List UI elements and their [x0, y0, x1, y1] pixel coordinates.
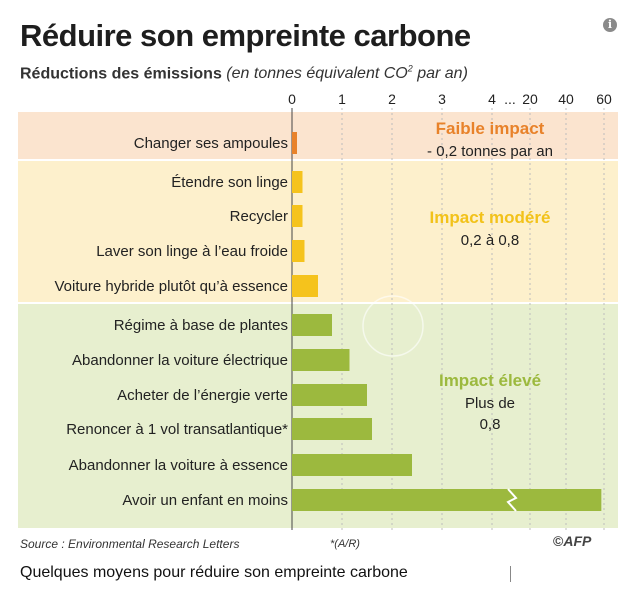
tick-label: 2 [388, 91, 396, 107]
bar [292, 418, 372, 440]
tick-label: 60 [596, 91, 612, 107]
tick-label: 3 [438, 91, 446, 107]
watermark [362, 295, 424, 357]
group-label: Faible impact [436, 119, 545, 138]
category-label: Renoncer à 1 vol transatlantique* [66, 421, 288, 438]
category-label: Laver son linge à l’eau froide [96, 243, 288, 260]
bar [292, 489, 602, 511]
bar [292, 205, 303, 227]
category-label: Recycler [230, 208, 288, 225]
group-band-0 [18, 112, 618, 160]
bar [292, 240, 305, 262]
caption-text: Quelques moyens pour réduire son emprein… [20, 564, 408, 581]
group-description: 0,2 à 0,8 [461, 232, 519, 249]
source-note: Source : Environmental Research Letters [20, 537, 240, 551]
category-label: Avoir un enfant en moins [122, 492, 288, 509]
axis-break-marker [506, 488, 518, 512]
tick-label: 40 [558, 91, 574, 107]
tick-label: 4 [488, 91, 496, 107]
category-label: Voiture hybride plutôt qu’à essence [55, 278, 289, 295]
bar [292, 454, 412, 476]
chart-title: Réduire son empreinte carbone [20, 18, 471, 53]
category-label: Abandonner la voiture électrique [72, 352, 288, 369]
bar [292, 384, 367, 406]
tick-label: 20 [522, 91, 538, 107]
group-description: 0,8 [480, 416, 501, 433]
subtitle-unit: (en tonnes équivalent CO2 par an) [226, 64, 468, 83]
bar [292, 349, 350, 371]
bar [292, 275, 318, 297]
bar [292, 132, 297, 154]
category-label: Régime à base de plantes [114, 317, 288, 334]
category-label: Acheter de l’énergie verte [117, 387, 288, 404]
tick-label: 0 [288, 91, 296, 107]
footnote: *(A/R) [330, 538, 360, 550]
tick-ellipsis: ... [504, 91, 516, 107]
category-label: Abandonner la voiture à essence [69, 457, 288, 474]
afp-logo: ©AFP [553, 533, 592, 549]
subtitle-main: Réductions des émissions [20, 65, 222, 83]
image-caption: Quelques moyens pour réduire son emprein… [0, 555, 634, 593]
bar [292, 171, 303, 193]
info-icon[interactable]: i [603, 18, 617, 32]
group-label: Impact élevé [439, 371, 541, 390]
category-label: Changer ses ampoules [134, 135, 288, 152]
group-description: - 0,2 tonnes par an [427, 143, 553, 160]
group-label: Impact modéré [430, 208, 551, 227]
group-description: Plus de [465, 395, 515, 412]
bar [292, 314, 332, 336]
text-cursor [510, 566, 511, 582]
category-label: Étendre son linge [171, 174, 288, 191]
tick-label: 1 [338, 91, 346, 107]
chart-subtitle: Réductions des émissions (en tonnes équi… [20, 64, 468, 83]
